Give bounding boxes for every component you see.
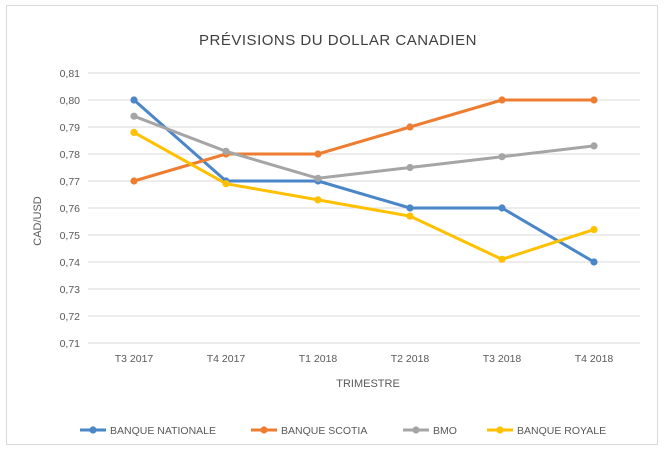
data-point [590, 142, 598, 150]
series-line [132, 98, 596, 264]
data-point [590, 258, 598, 266]
data-point [498, 96, 506, 104]
legend-label: BANQUE ROYALE [517, 425, 606, 437]
legend-item: BANQUE NATIONALE [80, 425, 216, 437]
data-point [314, 150, 322, 158]
legend-label: BMO [433, 425, 457, 437]
y-tick-label: 0,79 [60, 122, 81, 134]
legend-item: BMO [403, 425, 457, 437]
y-tick-label: 0,73 [60, 284, 81, 296]
series-lines [130, 96, 598, 266]
legend-item: BANQUE SCOTIA [251, 425, 367, 437]
data-point [314, 174, 322, 182]
data-point [406, 212, 414, 220]
data-point [314, 196, 322, 204]
data-point [406, 204, 414, 212]
series-banque-nationale [130, 96, 598, 266]
y-tick-label: 0,72 [60, 311, 81, 323]
x-tick-label: T3 2018 [483, 353, 522, 365]
y-axis-ticks: 0,71 0,72 0,73 0,74 0,75 0,76 0,77 0,78 0,79 0,80… [60, 68, 81, 350]
series-line [132, 98, 596, 183]
x-tick-label: T1 2018 [299, 353, 338, 365]
x-tick-label: T4 2018 [575, 353, 614, 365]
legend-label: BANQUE NATIONALE [110, 425, 216, 437]
data-point [130, 96, 138, 104]
data-point [130, 128, 138, 136]
data-point [498, 204, 506, 212]
series-bmo [130, 112, 598, 182]
y-tick-label: 0,81 [60, 68, 81, 80]
y-tick-label: 0,74 [60, 257, 81, 269]
x-tick-label: T3 2017 [115, 353, 154, 365]
series-line [132, 114, 596, 180]
x-axis-ticks: T3 2017 T4 2017 T1 2018 T2 2018 T3 2018 T4 20… [115, 353, 614, 365]
data-point [406, 123, 414, 131]
series-banque-royale [130, 128, 598, 263]
data-point [222, 147, 230, 155]
data-point [590, 226, 598, 234]
y-tick-label: 0,80 [60, 95, 81, 107]
data-point [130, 112, 138, 120]
chart-title: PRÉVISIONS DU DOLLAR CANADIEN [199, 32, 477, 49]
legend-swatch-marker [412, 426, 420, 434]
data-point [498, 153, 506, 161]
x-axis-label: TRIMESTRE [336, 378, 400, 390]
legend-swatch-marker [260, 426, 268, 434]
data-point [130, 177, 138, 185]
series-line [132, 130, 596, 261]
y-tick-label: 0,76 [60, 203, 81, 215]
data-point [590, 96, 598, 104]
y-tick-label: 0,71 [60, 338, 81, 350]
data-point [222, 180, 230, 188]
x-tick-label: T4 2017 [207, 353, 246, 365]
data-point [498, 255, 506, 263]
y-tick-label: 0,78 [60, 149, 81, 161]
legend-label: BANQUE SCOTIA [281, 425, 367, 437]
y-tick-label: 0,77 [60, 176, 81, 188]
x-tick-label: T2 2018 [391, 353, 430, 365]
legend: BANQUE NATIONALE BANQUE SCOTIA BMO BANQUE R… [80, 425, 606, 437]
y-tick-label: 0,75 [60, 230, 81, 242]
data-point [406, 163, 414, 172]
chart-frame [6, 5, 658, 445]
legend-swatch-marker [89, 426, 97, 434]
legend-item: BANQUE ROYALE [487, 425, 606, 437]
legend-swatch-marker [496, 426, 504, 434]
y-axis-label: CAD/USD [32, 196, 44, 246]
gridlines [88, 72, 640, 344]
